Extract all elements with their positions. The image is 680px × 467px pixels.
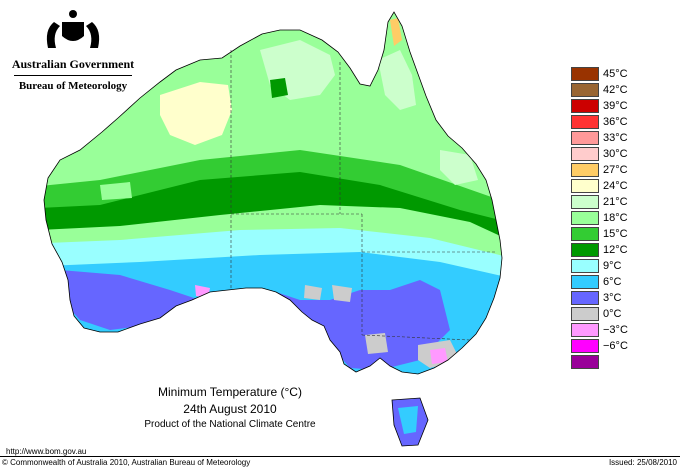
legend-label: 24°C	[603, 180, 628, 192]
legend-swatch	[571, 83, 599, 97]
legend-swatch	[571, 227, 599, 241]
legend-label: 33°C	[603, 132, 628, 144]
map-date: 24th August 2010	[183, 402, 277, 416]
legend-label: 42°C	[603, 84, 628, 96]
legend-label: −6°C	[603, 340, 628, 352]
legend-item: 12°C	[571, 242, 628, 258]
legend-swatch	[571, 259, 599, 273]
legend-swatch	[571, 291, 599, 305]
legend-swatch	[571, 355, 599, 369]
legend-item: 15°C	[571, 226, 628, 242]
legend-swatch	[571, 67, 599, 81]
legend-item: 3°C	[571, 290, 628, 306]
legend-item: 24°C	[571, 178, 628, 194]
legend-item: 9°C	[571, 258, 628, 274]
legend-item: 21°C	[571, 194, 628, 210]
legend-swatch	[571, 115, 599, 129]
legend-swatch	[571, 99, 599, 113]
website-link[interactable]: http://www.bom.gov.au	[6, 447, 87, 456]
map-title: Minimum Temperature (°C)	[158, 385, 302, 399]
legend-item: 6°C	[571, 274, 628, 290]
legend-item: 39°C	[571, 98, 628, 114]
legend-label: 39°C	[603, 100, 628, 112]
legend-swatch	[571, 243, 599, 257]
bureau-name: Bureau of Meteorology	[18, 80, 128, 92]
legend-label: 21°C	[603, 196, 628, 208]
legend-swatch	[571, 211, 599, 225]
legend-label: 0°C	[603, 308, 622, 320]
legend-label: 30°C	[603, 148, 628, 160]
legend-label: 45°C	[603, 68, 628, 80]
footer-divider	[0, 456, 680, 457]
legend-item: 36°C	[571, 114, 628, 130]
government-logo: Australian Government Bureau of Meteorol…	[8, 8, 138, 92]
legend-item: 30°C	[571, 146, 628, 162]
map-product: Product of the National Climate Centre	[144, 419, 316, 430]
legend-swatch	[571, 195, 599, 209]
legend-item: 27°C	[571, 162, 628, 178]
legend-item: 45°C	[571, 66, 628, 82]
issued-date: Issued: 25/08/2010	[608, 458, 677, 467]
legend-label: 27°C	[603, 164, 628, 176]
legend-swatch	[571, 275, 599, 289]
legend-swatch	[571, 147, 599, 161]
legend-item: −6°C	[571, 338, 628, 354]
legend-item: 33°C	[571, 130, 628, 146]
legend-label: 18°C	[603, 212, 628, 224]
legend-label: −3°C	[603, 324, 628, 336]
legend-label: 6°C	[603, 276, 622, 288]
legend-label: 9°C	[603, 260, 622, 272]
legend-item	[571, 354, 628, 370]
state-borders	[230, 50, 496, 341]
tasmania-inner	[398, 406, 418, 434]
legend-item: −3°C	[571, 322, 628, 338]
legend-label: 15°C	[603, 228, 628, 240]
legend-swatch	[571, 163, 599, 177]
legend-swatch	[571, 339, 599, 353]
legend-label: 3°C	[603, 292, 622, 304]
legend-item: 18°C	[571, 210, 628, 226]
logo-divider	[14, 75, 132, 76]
legend-label: 36°C	[603, 116, 628, 128]
legend-swatch	[571, 307, 599, 321]
legend-item: 0°C	[571, 306, 628, 322]
government-name: Australian Government	[11, 57, 135, 71]
coat-of-arms-icon	[46, 10, 100, 48]
legend-label: 12°C	[603, 244, 628, 256]
temperature-legend: 45°C 42°C 39°C 36°C 33°C 30°C 27°C 24°C 21°C 18°C…	[571, 66, 628, 370]
legend-swatch	[571, 323, 599, 337]
map-title-block: Minimum Temperature (°C) 24th August 201…	[120, 385, 340, 430]
legend-item: 42°C	[571, 82, 628, 98]
copyright-text: © Commonwealth of Australia 2010, Austra…	[2, 458, 251, 467]
legend-swatch	[571, 179, 599, 193]
legend-swatch	[571, 131, 599, 145]
